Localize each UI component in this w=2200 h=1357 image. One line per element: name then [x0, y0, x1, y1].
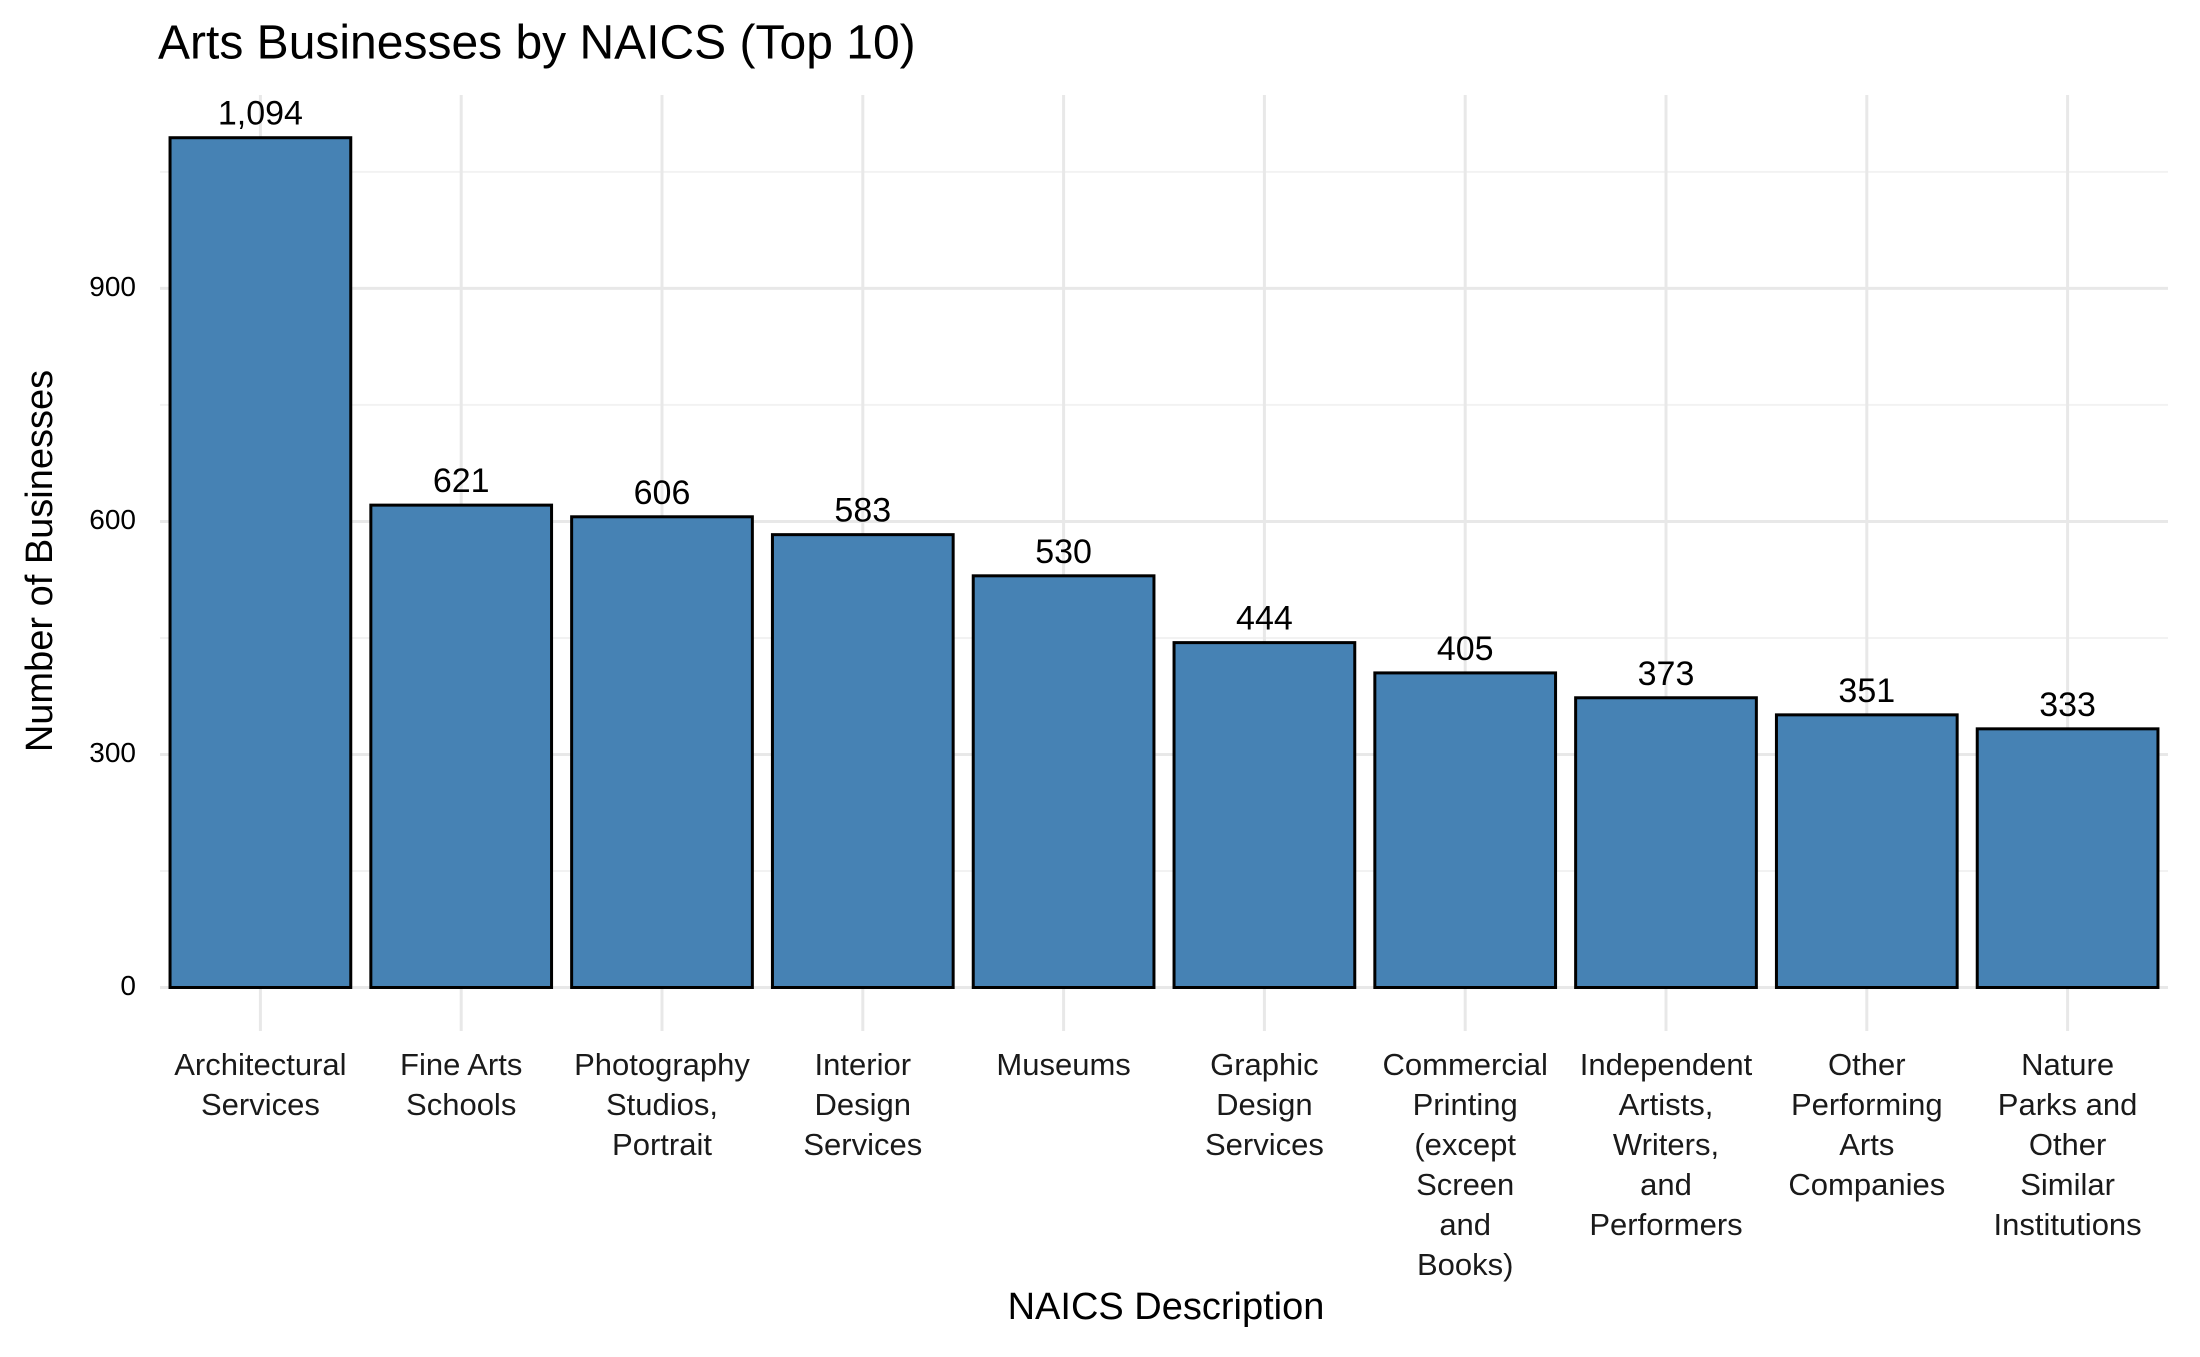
value-label: 1,094 — [218, 95, 303, 133]
x-tick-label: Architectural Services — [174, 1047, 347, 1122]
x-axis-title: NAICS Description — [1008, 1286, 1325, 1328]
value-label: 373 — [1638, 655, 1695, 693]
x-tick-label: Independent Artists, Writers, and Perfor… — [1579, 1047, 1753, 1242]
bar — [1172, 641, 1357, 990]
bar — [1373, 671, 1558, 990]
value-label: 351 — [1838, 672, 1895, 710]
x-tick-label: Nature Parks and Other Similar Instituti… — [1993, 1047, 2142, 1242]
x-tick-label: Fine Arts Schools — [400, 1047, 523, 1122]
value-label: 530 — [1035, 533, 1092, 571]
y-tick-label: 0 — [120, 970, 136, 1001]
y-axis-title: Number of Businesses — [19, 370, 61, 752]
x-tick-label: Graphic Design Services — [1204, 1047, 1324, 1162]
value-label: 444 — [1236, 600, 1293, 638]
value-label: 621 — [433, 462, 490, 500]
bar — [570, 515, 754, 990]
x-tick-label: Photography Studios, Portrait — [574, 1047, 750, 1162]
value-label: 583 — [834, 492, 891, 530]
bar — [369, 503, 554, 990]
bar — [1574, 696, 1758, 990]
value-label: 606 — [634, 474, 691, 512]
x-tick-label: Commercial Printing (except Screen and B… — [1382, 1047, 1548, 1282]
y-tick-label: 900 — [89, 271, 136, 302]
bar — [770, 533, 955, 990]
chart-title: Arts Businesses by NAICS (Top 10) — [158, 17, 916, 70]
y-tick-label: 300 — [89, 737, 136, 768]
bar — [971, 574, 1156, 990]
bar — [168, 136, 353, 990]
bar — [1774, 713, 1959, 990]
bar — [1975, 727, 2160, 990]
x-tick-label: Other Performing Arts Companies — [1788, 1047, 1946, 1202]
y-tick-label: 600 — [89, 504, 136, 535]
value-label: 333 — [2039, 686, 2096, 724]
x-tick-label: Interior Design Services — [803, 1047, 923, 1162]
value-label: 405 — [1437, 630, 1494, 668]
x-tick-label: Museums — [996, 1047, 1131, 1082]
